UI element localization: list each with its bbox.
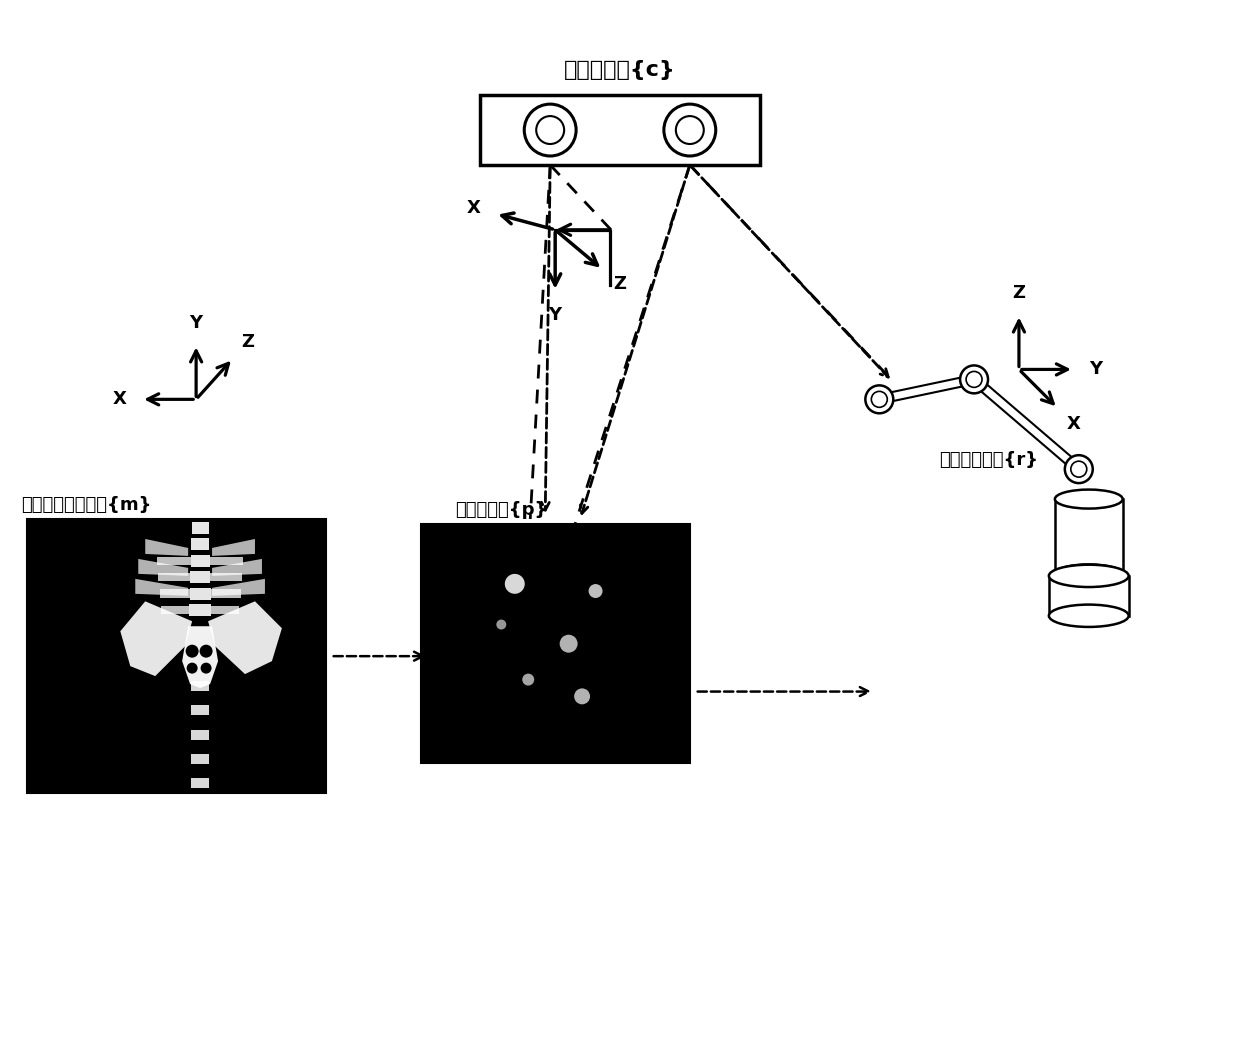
Bar <box>191 554 210 567</box>
Polygon shape <box>182 626 218 688</box>
Bar <box>210 557 243 565</box>
Text: Y: Y <box>1089 360 1102 378</box>
Text: 患者坐标系{p}: 患者坐标系{p} <box>455 501 548 519</box>
Polygon shape <box>212 579 265 596</box>
Circle shape <box>200 645 212 658</box>
Bar <box>160 589 190 598</box>
Text: X: X <box>1066 414 1080 433</box>
Bar <box>190 604 211 617</box>
Circle shape <box>574 688 590 704</box>
Polygon shape <box>145 539 188 555</box>
Circle shape <box>496 620 506 629</box>
Bar <box>420 524 689 763</box>
Bar <box>161 606 190 614</box>
Bar <box>211 606 239 614</box>
Circle shape <box>589 584 603 598</box>
Circle shape <box>505 573 525 593</box>
Bar <box>191 729 210 740</box>
Text: Z: Z <box>614 275 626 293</box>
Circle shape <box>960 366 988 393</box>
Circle shape <box>1071 462 1086 477</box>
Polygon shape <box>212 539 255 555</box>
Bar <box>211 589 241 598</box>
Bar <box>26 519 326 794</box>
Ellipse shape <box>1049 565 1128 587</box>
Circle shape <box>866 386 893 413</box>
Polygon shape <box>212 559 262 575</box>
Polygon shape <box>208 601 281 675</box>
Ellipse shape <box>1049 605 1128 627</box>
Bar <box>191 681 210 691</box>
Bar <box>192 522 208 534</box>
Bar <box>480 95 760 165</box>
Bar <box>191 778 210 788</box>
Circle shape <box>966 371 982 388</box>
Text: Y: Y <box>548 306 562 324</box>
Circle shape <box>186 645 198 658</box>
Ellipse shape <box>1055 489 1122 509</box>
Bar <box>191 539 210 550</box>
Polygon shape <box>135 579 188 596</box>
Text: Y: Y <box>190 313 202 332</box>
Circle shape <box>522 674 534 685</box>
Text: Z: Z <box>241 333 254 351</box>
Text: 计算机图像坐标系{m}: 计算机图像坐标系{m} <box>21 496 153 514</box>
Circle shape <box>663 104 715 156</box>
Circle shape <box>187 663 197 674</box>
Circle shape <box>536 116 564 144</box>
Text: X: X <box>466 199 480 217</box>
Circle shape <box>201 663 212 674</box>
Bar <box>210 573 242 582</box>
Ellipse shape <box>1055 564 1122 583</box>
Circle shape <box>872 391 888 407</box>
Bar <box>190 588 211 600</box>
Bar <box>1049 575 1128 616</box>
Polygon shape <box>120 601 192 676</box>
Circle shape <box>676 116 704 144</box>
Circle shape <box>1065 455 1092 483</box>
Text: Z: Z <box>1013 284 1025 301</box>
Circle shape <box>559 635 578 652</box>
Bar <box>191 754 210 764</box>
Bar <box>159 573 190 582</box>
Text: 光学坐标系{c}: 光学坐标系{c} <box>564 60 676 80</box>
Polygon shape <box>139 559 188 575</box>
Bar <box>190 571 210 583</box>
Text: X: X <box>113 390 126 408</box>
Circle shape <box>525 104 577 156</box>
Bar <box>191 705 210 716</box>
Text: 机器人坐标系{r}: 机器人坐标系{r} <box>939 451 1038 469</box>
Bar <box>1055 500 1122 573</box>
Bar <box>156 557 191 565</box>
